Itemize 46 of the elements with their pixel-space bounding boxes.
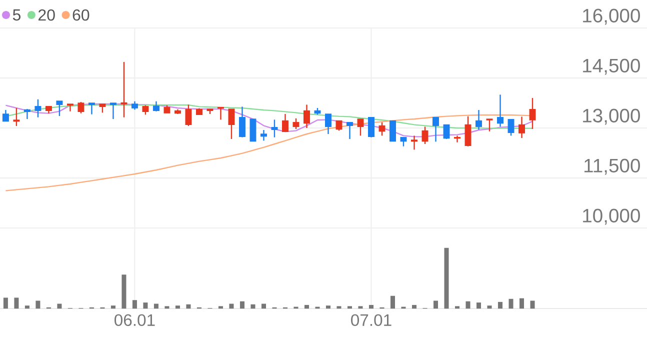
bar [175,306,180,309]
bar [336,306,342,309]
y-tick-label: 16,000 [583,8,640,25]
bar [229,304,234,309]
bar [508,298,514,309]
bar [250,304,256,309]
bar [132,300,137,309]
bar [347,306,352,309]
legend-label: 20 [38,9,55,21]
y-tick-label: 10,000 [583,208,640,225]
bar [326,306,330,309]
bar [487,306,492,309]
bar [3,298,8,309]
x-tick-label: 07.01 [351,314,392,326]
bar [304,304,309,309]
bar [358,306,363,309]
x-tick-label: 06.01 [114,314,155,326]
bar [154,304,158,309]
bar [14,298,19,309]
bar [122,274,126,309]
bar [186,304,191,309]
bar [476,302,482,309]
bar [24,306,30,309]
bar [520,298,524,309]
bar [261,304,266,309]
bar [218,306,223,309]
bar [110,306,116,309]
bar [412,304,416,309]
bar [36,300,40,309]
bar [390,296,395,309]
bar [143,302,148,309]
y-tick-label: 13,000 [583,108,640,125]
bar [433,300,438,309]
bar [466,301,470,309]
bar [454,306,460,309]
bar [240,301,244,309]
legend-label: 5 [12,9,20,21]
bar [444,248,449,309]
y-tick-label: 14,500 [583,58,640,75]
y-tick-label: 11,500 [584,158,640,175]
bar [57,304,62,309]
bar [368,304,374,309]
bar [530,300,535,309]
bar [164,306,170,309]
legend-label: 60 [72,9,90,21]
bar [498,302,503,309]
